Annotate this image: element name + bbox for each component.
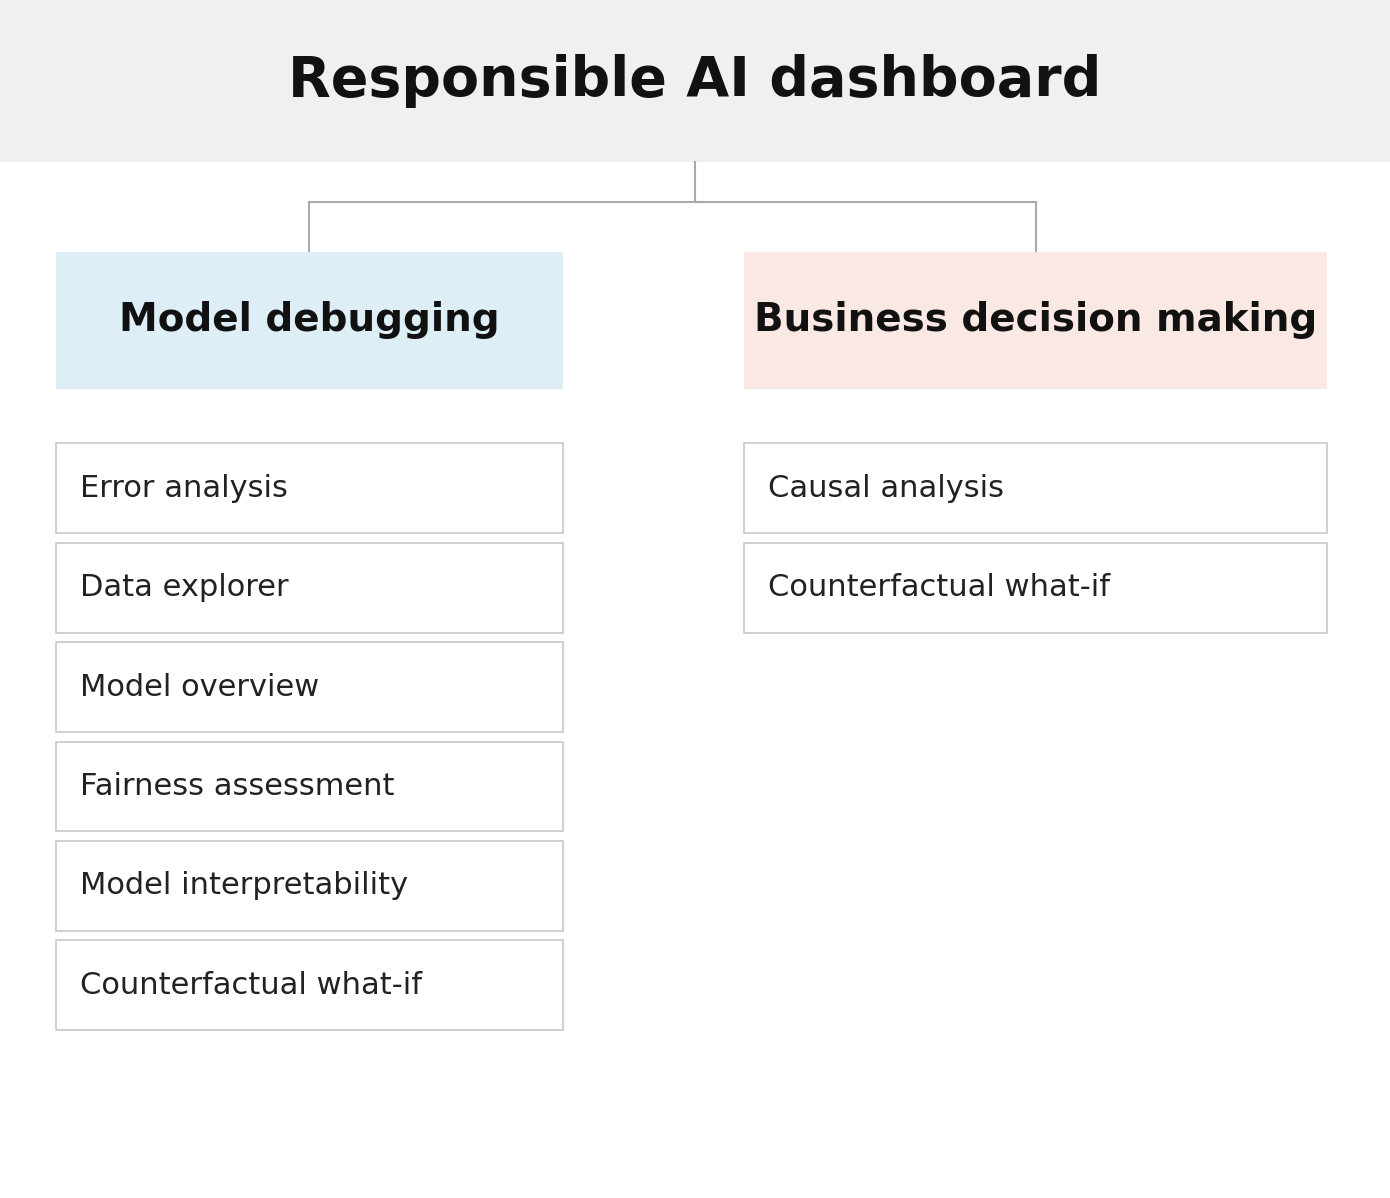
FancyBboxPatch shape [56,443,563,533]
Text: Counterfactual what-if: Counterfactual what-if [767,573,1109,603]
Text: Model interpretability: Model interpretability [79,871,407,901]
Text: Counterfactual what-if: Counterfactual what-if [79,970,421,1000]
Text: Fairness assessment: Fairness assessment [79,772,395,801]
FancyBboxPatch shape [56,940,563,1030]
Text: Causal analysis: Causal analysis [767,473,1004,503]
FancyBboxPatch shape [0,0,1390,162]
FancyBboxPatch shape [56,543,563,633]
Text: Business decision making: Business decision making [753,302,1318,339]
FancyBboxPatch shape [744,543,1327,633]
Text: Responsible AI dashboard: Responsible AI dashboard [288,54,1102,108]
Text: Model debugging: Model debugging [120,302,499,339]
Text: Data explorer: Data explorer [79,573,288,603]
Text: Error analysis: Error analysis [79,473,288,503]
FancyBboxPatch shape [56,252,563,389]
FancyBboxPatch shape [56,642,563,732]
Text: Model overview: Model overview [79,672,318,702]
FancyBboxPatch shape [744,252,1327,389]
FancyBboxPatch shape [56,841,563,931]
FancyBboxPatch shape [56,742,563,831]
FancyBboxPatch shape [744,443,1327,533]
